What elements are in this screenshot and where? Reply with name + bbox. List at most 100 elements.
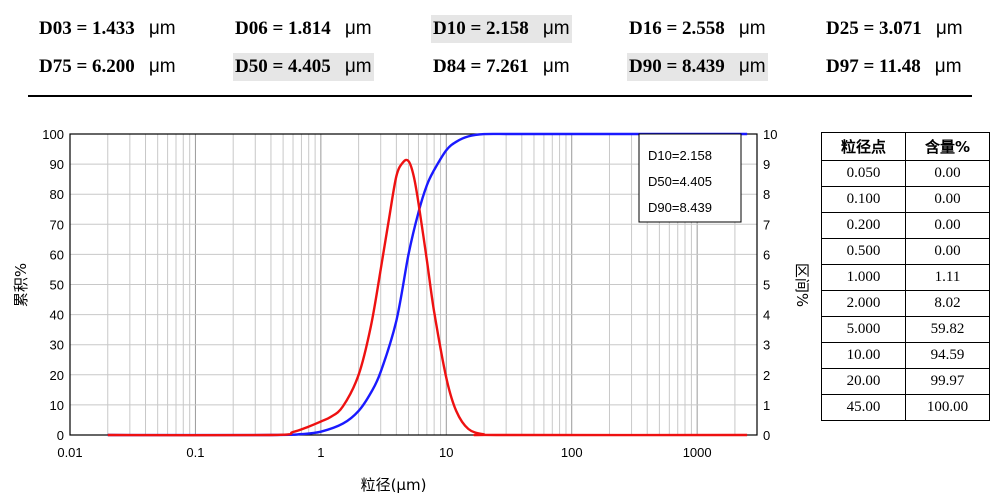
table-cell-content: 0.00	[905, 212, 990, 239]
y-left-tick-label: 0	[57, 428, 64, 443]
x-tick-label: 0.01	[57, 445, 82, 460]
stat-unit: μm	[542, 18, 570, 39]
table-row: 0.200 0.00	[821, 212, 990, 239]
y-left-tick-label: 40	[50, 308, 64, 323]
table-cell-size: 0.500	[821, 238, 906, 265]
table-cell-content: 99.97	[905, 368, 990, 395]
table-cell-content: 0.00	[905, 238, 990, 265]
x-tick-label: 10	[439, 445, 453, 460]
table-cell-size: 45.00	[821, 394, 906, 421]
x-tick-label: 100	[561, 445, 583, 460]
x-tick-label: 1	[317, 445, 324, 460]
table-row: 20.00 99.97	[821, 368, 990, 395]
stat-value: D97 = 11.48	[826, 56, 921, 77]
table-cell-content: 0.00	[905, 186, 990, 213]
stat-value: D75 = 6.200	[39, 56, 135, 77]
stat-d97: D97 = 11.48 μm	[824, 53, 964, 81]
y-left-tick-label: 30	[50, 338, 64, 353]
stat-unit: μm	[344, 18, 372, 39]
table-row: 0.100 0.00	[821, 186, 990, 213]
y-left-tick-label: 100	[42, 127, 64, 142]
chart-legend: D10=2.158 D50=4.405 D90=8.439	[638, 133, 742, 223]
table-row: 45.00 100.00	[821, 394, 990, 421]
stat-unit: μm	[738, 18, 766, 39]
y-left-tick-label: 70	[50, 217, 64, 232]
table-cell-size: 2.000	[821, 290, 906, 317]
y-left-tick-label: 80	[50, 187, 64, 202]
stat-unit: μm	[148, 18, 176, 39]
y-right-tick-label: 3	[763, 338, 770, 353]
y-right-tick-label: 5	[763, 278, 770, 293]
stat-unit: μm	[344, 56, 372, 77]
plot-frame	[69, 133, 758, 436]
stat-value: D25 = 3.071	[826, 18, 922, 39]
stat-d50: D50 = 4.405 μm	[233, 53, 374, 81]
table-cell-size: 10.00	[821, 342, 906, 369]
chart-axis-labels: 粒径(μm) 累积% 区间%	[12, 263, 811, 494]
y-right-tick-label: 4	[763, 308, 770, 323]
table-cell-size: 0.050	[821, 160, 906, 187]
y-left-tick-label: 60	[50, 247, 64, 262]
table-row: 0.050 0.00	[821, 160, 990, 187]
cumulative-curve	[107, 132, 748, 437]
chart-grid	[69, 133, 758, 436]
y-right-tick-label: 6	[763, 247, 770, 262]
stat-unit: μm	[148, 56, 176, 77]
stat-value: D84 = 7.261	[433, 56, 529, 77]
y-right-tick-label: 0	[763, 428, 770, 443]
y-right-tick-label: 8	[763, 187, 770, 202]
interval-curve	[107, 158, 748, 437]
table-cell-content: 59.82	[905, 316, 990, 343]
table-header-size: 粒径点	[821, 132, 906, 161]
stat-unit: μm	[934, 56, 962, 77]
table-cell-content: 1.11	[905, 264, 990, 291]
y-right-tick-label: 7	[763, 217, 770, 232]
table-cell-size: 1.000	[821, 264, 906, 291]
table-cell-content: 8.02	[905, 290, 990, 317]
table-row: 0.500 0.00	[821, 238, 990, 265]
table-cell-content: 94.59	[905, 342, 990, 369]
y-left-tick-label: 20	[50, 368, 64, 383]
header-divider	[28, 95, 972, 97]
stat-value: D10 = 2.158	[433, 18, 529, 39]
table-cell-size: 20.00	[821, 368, 906, 395]
y-right-tick-label: 1	[763, 398, 770, 413]
table-header-content: 含量%	[905, 132, 990, 161]
stat-value: D06 = 1.814	[235, 18, 331, 39]
stat-value: D50 = 4.405	[235, 56, 331, 77]
stat-d84: D84 = 7.261 μm	[431, 53, 572, 81]
stat-d90: D90 = 8.439 μm	[627, 53, 768, 81]
stat-d06: D06 = 1.814 μm	[233, 15, 374, 43]
particle-size-table: 粒径点 含量% 0.050 0.00 0.100 0.00 0.200 0.00 0.500…	[821, 132, 990, 421]
legend-line: D50=4.405	[648, 174, 712, 189]
stat-value: D90 = 8.439	[629, 56, 725, 77]
table-cell-size: 0.100	[821, 186, 906, 213]
stat-d75: D75 = 6.200 μm	[37, 53, 178, 81]
y-right-tick-label: 9	[763, 157, 770, 172]
y-left-axis-label: 累积%	[12, 263, 30, 307]
x-axis-label: 粒径(μm)	[361, 476, 427, 494]
y-right-tick-label: 10	[763, 127, 777, 142]
stat-value: D03 = 1.433	[39, 18, 135, 39]
stat-d10: D10 = 2.158 μm	[431, 15, 572, 43]
chart-ticks: 0.01 0.1 1 10 100 100001020304050607080901000…	[42, 127, 777, 460]
table-row: 1.000 1.11	[821, 264, 990, 291]
stat-value: D16 = 2.558	[629, 18, 725, 39]
table-cell-size: 0.200	[821, 212, 906, 239]
table-cell-content: 0.00	[905, 160, 990, 187]
y-left-tick-label: 90	[50, 157, 64, 172]
stat-unit: μm	[738, 56, 766, 77]
chart-series	[107, 132, 748, 437]
table-row: 10.00 94.59	[821, 342, 990, 369]
y-left-tick-label: 50	[50, 278, 64, 293]
x-tick-label: 1000	[683, 445, 712, 460]
table-row: 2.000 8.02	[821, 290, 990, 317]
y-right-tick-label: 2	[763, 368, 770, 383]
legend-line: D90=8.439	[648, 200, 712, 215]
legend-box	[638, 133, 742, 223]
stat-d03: D03 = 1.433 μm	[37, 15, 178, 43]
table-cell-content: 100.00	[905, 394, 990, 421]
stat-d25: D25 = 3.071 μm	[824, 15, 965, 43]
table-cell-size: 5.000	[821, 316, 906, 343]
